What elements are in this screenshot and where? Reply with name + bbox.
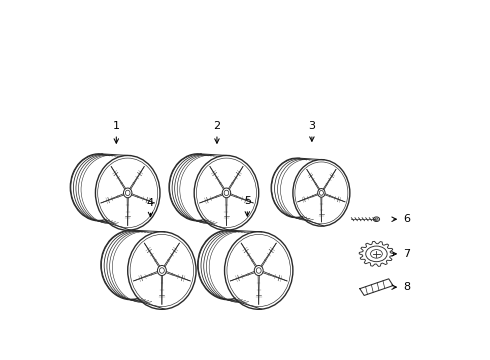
Text: 1: 1 [113, 121, 120, 143]
Text: 2: 2 [213, 121, 220, 143]
Text: 7: 7 [392, 249, 410, 259]
Text: 5: 5 [244, 196, 251, 216]
Text: 3: 3 [308, 121, 316, 141]
Text: 4: 4 [147, 198, 154, 217]
Text: 8: 8 [392, 282, 410, 292]
Text: 6: 6 [392, 214, 410, 224]
